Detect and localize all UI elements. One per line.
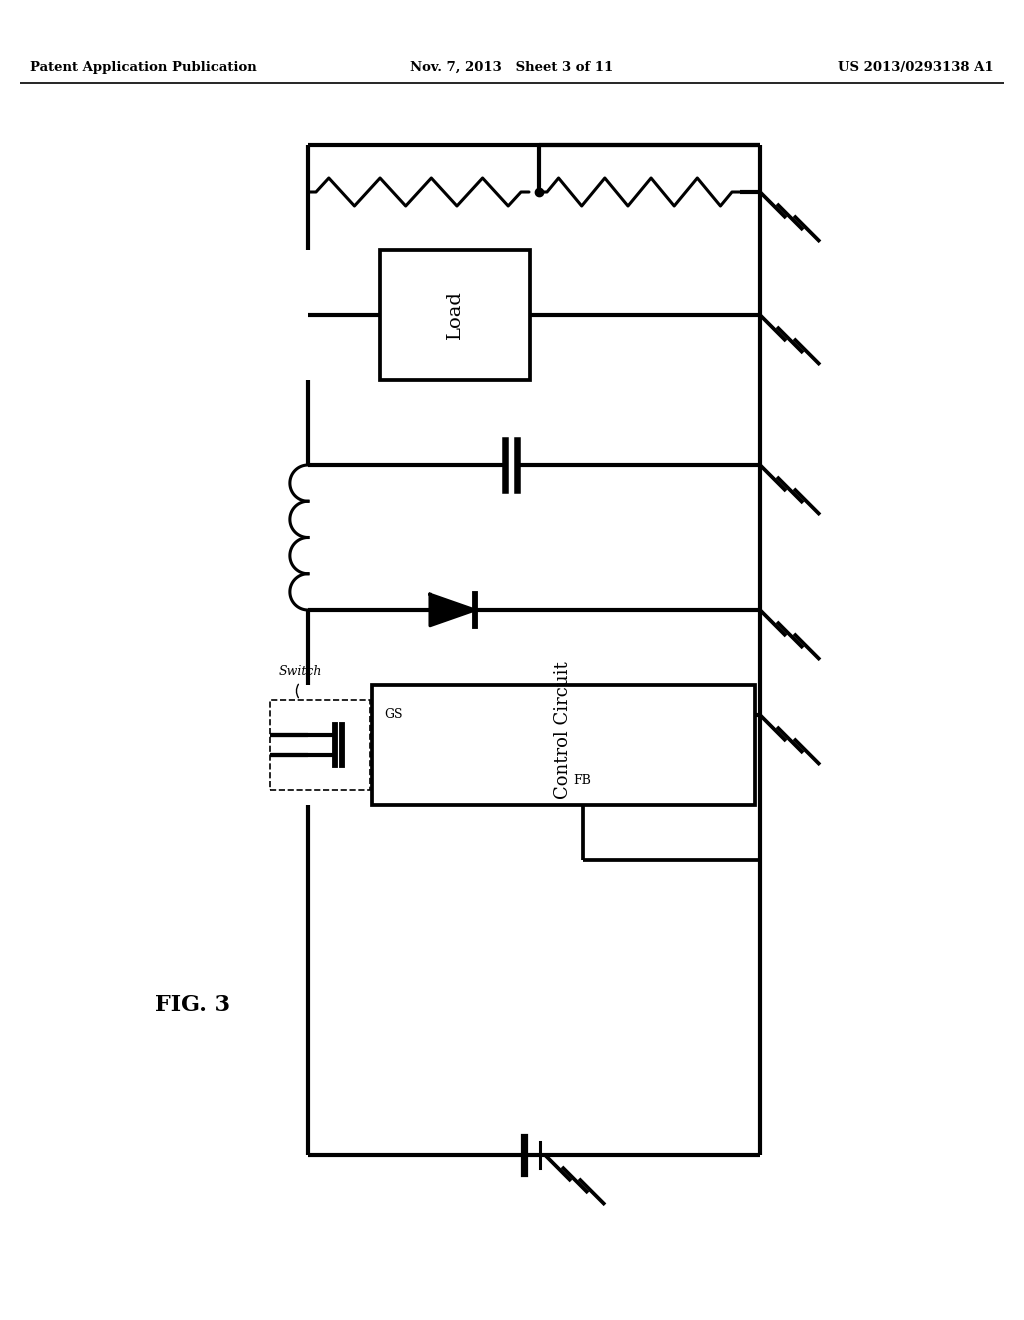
Text: FB: FB <box>573 774 592 787</box>
Text: Patent Application Publication: Patent Application Publication <box>30 61 257 74</box>
Text: US 2013/0293138 A1: US 2013/0293138 A1 <box>839 61 994 74</box>
Text: FIG. 3: FIG. 3 <box>155 994 230 1016</box>
Bar <box>380 249 530 380</box>
Text: GS: GS <box>384 709 402 722</box>
Bar <box>270 700 370 789</box>
Polygon shape <box>430 594 475 626</box>
Text: Nov. 7, 2013   Sheet 3 of 11: Nov. 7, 2013 Sheet 3 of 11 <box>411 61 613 74</box>
Text: Load: Load <box>446 290 464 339</box>
Text: Control Circuit: Control Circuit <box>555 661 572 800</box>
Text: Switch: Switch <box>279 665 322 678</box>
Bar <box>372 685 755 805</box>
